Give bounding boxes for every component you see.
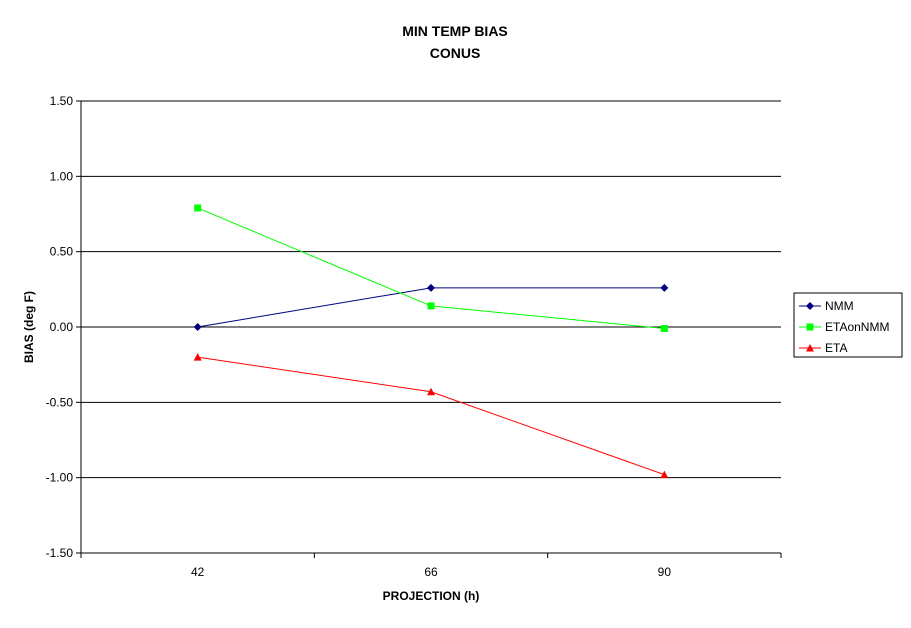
data-point-eta xyxy=(660,470,669,479)
y-tick-label: 1.00 xyxy=(50,169,74,183)
y-tick-label: -1.00 xyxy=(46,471,74,485)
series-line-eta xyxy=(197,356,665,476)
series-line-etaonnmm xyxy=(197,207,665,330)
legend-marker-nmm xyxy=(806,302,814,310)
plot-area: 1.50 1.00 0.50 0.00 -0.50 -1.00 -1.50 42 66 90 xyxy=(46,94,782,579)
x-axis-label: PROJECTION (h) xyxy=(383,589,480,603)
legend-label-nmm: NMM xyxy=(825,299,854,313)
legend: NMM ETAonNMM ETA xyxy=(793,292,903,358)
data-point-nmm xyxy=(660,283,669,292)
data-point-nmm xyxy=(193,323,202,331)
x-tick-label: 90 xyxy=(658,565,672,579)
y-tick-label: -0.50 xyxy=(46,395,74,409)
y-tick-label: 0.50 xyxy=(50,245,74,259)
y-tick-label: -1.50 xyxy=(46,546,74,560)
legend-label-eta: ETA xyxy=(825,341,847,355)
data-point-etaonnmm xyxy=(194,204,202,212)
data-point-eta xyxy=(193,353,202,361)
data-point-eta xyxy=(427,387,435,396)
legend-label-etaonnmm: ETAonNMM xyxy=(825,320,889,334)
data-point-etaonnmm xyxy=(660,325,668,333)
chart-title: MIN TEMP BIAS xyxy=(402,23,508,39)
data-point-etaonnmm xyxy=(427,302,435,310)
x-tick-label: 42 xyxy=(191,565,205,579)
y-tick-label: 1.50 xyxy=(50,94,74,108)
legend-marker-eta xyxy=(806,344,814,352)
y-tick-label: 0.00 xyxy=(50,320,74,334)
legend-marker-etaonnmm xyxy=(806,323,814,331)
y-axis-label: BIAS (deg F) xyxy=(22,291,36,363)
data-point-nmm xyxy=(427,283,435,292)
x-tick-label: 66 xyxy=(424,565,438,579)
chart-subtitle: CONUS xyxy=(430,45,481,61)
